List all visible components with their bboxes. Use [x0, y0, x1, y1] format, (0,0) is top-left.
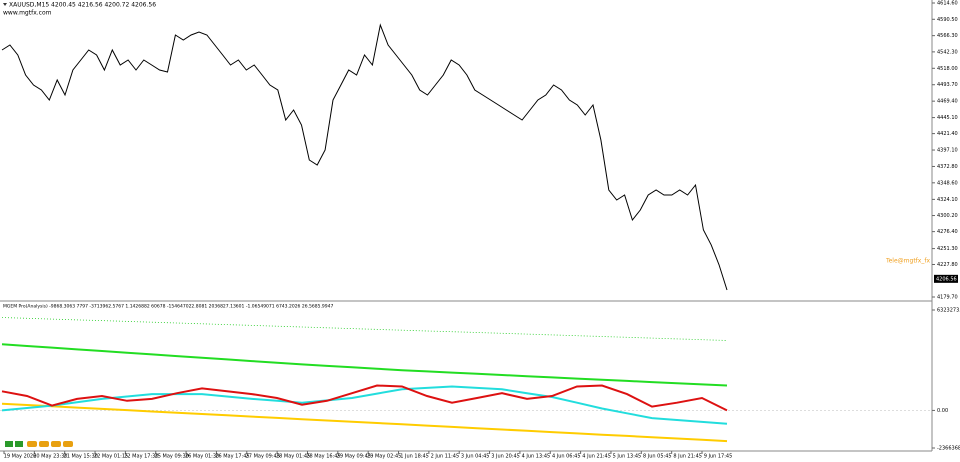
x-tick-label: 21 May 15:30	[64, 454, 98, 460]
y-tick-label: 4276.40	[937, 229, 958, 235]
data-line	[1, 384, 728, 412]
x-tick-label: 4 Jun 13:45	[522, 454, 551, 460]
x-tick-label: 26 May 17:45	[215, 454, 249, 460]
button[interactable]	[51, 441, 61, 447]
x-tick-label: 4 Jun 21:45	[582, 454, 611, 460]
x-tick-label: 27 May 09:45	[246, 454, 280, 460]
y-tick-label: 4324.10	[937, 197, 958, 203]
x-tick-label: 29 May 02:45	[367, 454, 401, 460]
x-tick-label: 25 May 09:30	[155, 454, 189, 460]
y-tick-label: 4348.60	[937, 180, 958, 186]
button[interactable]	[15, 441, 23, 447]
x-tick-label: 22 May 01:15	[94, 454, 128, 460]
chart-title: XAUUSD,M15 4200.45 4216.56 4200.72 4206.…	[9, 2, 156, 9]
indicator-title: MGEM Pro(Analysis) -9868.3063 7797 -3713…	[3, 304, 333, 310]
current-price-box	[934, 274, 958, 283]
y-tick-label: 4227.80	[937, 262, 958, 268]
y-tick-label: 0.00	[937, 408, 948, 414]
x-tick-label: 20 May 23:30	[33, 454, 67, 460]
y-tick-label: 4566.30	[937, 33, 958, 39]
x-tick-label: 5 Jun 13:45	[613, 454, 642, 460]
y-tick-label: 4493.70	[937, 82, 958, 88]
annotation: Tele@mgtfx_fx	[885, 258, 930, 265]
y-tick-label: 4614.60	[937, 1, 958, 7]
x-tick-label: 8 Jun 21:45	[673, 454, 702, 460]
x-tick-label: 26 May 01:30	[185, 454, 219, 460]
x-tick-label: 28 May 16:45	[306, 454, 340, 460]
y-tick-label: 4469.40	[937, 99, 958, 105]
x-tick-label: 8 Jun 05:45	[643, 454, 672, 460]
x-tick-label: 3 Jun 20:45	[491, 454, 520, 460]
y-tick-label: 4590.50	[937, 17, 958, 23]
y-tick-label: -2366368.0	[937, 446, 960, 452]
x-tick-label: 4 Jun 06:45	[552, 454, 581, 460]
x-tick-label: 19 May 2026	[4, 454, 37, 460]
button[interactable]	[27, 441, 37, 447]
chart-subtitle: www.mgtfx.com	[3, 10, 52, 17]
button[interactable]	[63, 441, 73, 447]
x-tick-label: 22 May 17:30	[124, 454, 158, 460]
menu-arrow[interactable]	[3, 3, 7, 6]
y-tick-label: 4179.70	[937, 295, 958, 301]
button[interactable]	[39, 441, 49, 447]
y-tick-label: 4445.10	[937, 115, 958, 121]
current-price-label: 4206.56	[936, 276, 957, 282]
x-tick-label: 2 Jun 11:45	[431, 454, 460, 460]
y-tick-label: 6323273.1	[937, 308, 960, 314]
x-tick-label: 29 May 09:45	[337, 454, 371, 460]
data-line	[1, 23, 728, 291]
y-tick-label: 4300.20	[937, 213, 958, 219]
y-tick-label: 4421.40	[937, 131, 958, 137]
x-tick-label: 1 Jun 18:45	[400, 454, 429, 460]
button[interactable]	[5, 441, 13, 447]
toolbar-buttons	[5, 441, 73, 447]
y-tick-label: 4518.00	[937, 66, 958, 72]
x-tick-label: 3 Jun 04:45	[461, 454, 490, 460]
x-tick-label: 9 Jun 17:45	[704, 454, 733, 460]
y-tick-label: 4397.10	[937, 148, 958, 154]
y-tick-label: 4542.30	[937, 49, 958, 55]
data-line	[1, 317, 728, 341]
data-line	[1, 385, 728, 425]
data-line	[1, 343, 728, 387]
data-line	[1, 402, 728, 443]
x-tick-label: 28 May 01:45	[276, 454, 310, 460]
y-tick-label: 4372.80	[937, 164, 958, 170]
y-tick-label: 4251.30	[937, 246, 958, 252]
